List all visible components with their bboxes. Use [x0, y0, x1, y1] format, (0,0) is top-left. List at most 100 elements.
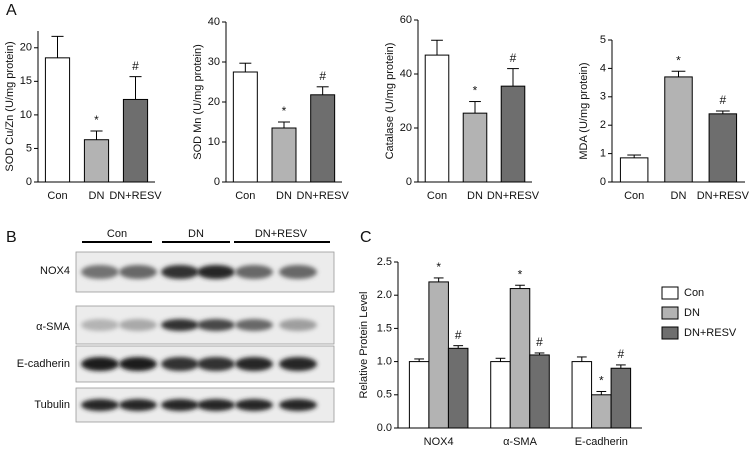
bar — [664, 76, 693, 183]
bar — [529, 354, 550, 429]
legend-swatch — [661, 286, 679, 300]
blot-band — [161, 265, 199, 279]
x-tick-label: DN — [467, 190, 483, 202]
x-tick-label: DN+RESV — [297, 190, 350, 202]
bar — [83, 139, 110, 183]
y-axis-label: Catalase (U/mg protein) — [384, 43, 396, 160]
y-tick-label: 40 — [400, 68, 412, 80]
blot-band — [161, 319, 199, 331]
bar — [708, 113, 738, 183]
blot-band — [119, 357, 157, 371]
bar — [408, 361, 430, 429]
significance-mark: * — [518, 267, 523, 281]
x-tick-label: α-SMA — [503, 436, 538, 448]
y-tick-label: 3 — [600, 91, 606, 103]
error-bar — [515, 284, 525, 289]
bar — [591, 394, 612, 429]
y-tick-label: 4 — [600, 62, 606, 74]
legend-label: Con — [684, 287, 704, 299]
y-axis-label: SOD Cu/Zn (U/mg protein) — [4, 41, 16, 171]
bar — [509, 288, 531, 429]
x-tick-label: Con — [235, 190, 255, 202]
bar — [500, 85, 526, 183]
y-tick-label: 20 — [208, 96, 220, 108]
y-tick-label: 20 — [20, 42, 32, 54]
blot-band — [119, 319, 157, 331]
blot-band — [197, 265, 235, 279]
y-tick-label: 10 — [20, 109, 32, 121]
y-tick-label: 5 — [26, 142, 32, 154]
blot-row-label: Tubulin — [34, 399, 70, 411]
error-bar — [431, 39, 443, 56]
significance-mark: # — [510, 51, 517, 65]
blot-group: Con — [107, 228, 127, 240]
x-tick-label: DN+RESV — [697, 190, 750, 202]
y-tick-label: 5 — [600, 34, 606, 46]
blot-band — [197, 357, 235, 371]
y-tick-label: 0.0 — [377, 422, 392, 434]
significance-mark: * — [436, 260, 441, 274]
x-tick-label: Con — [427, 190, 447, 202]
x-tick-label: DN — [276, 190, 292, 202]
blot-band — [235, 399, 273, 411]
blot-band — [279, 319, 317, 331]
bar — [44, 57, 71, 183]
error-bar — [414, 358, 425, 362]
y-tick-label: 0 — [26, 176, 32, 188]
y-axis-label: SOD Mn (U/mg protein) — [192, 44, 204, 160]
panel-label: B — [6, 229, 17, 246]
significance-mark: # — [618, 347, 625, 361]
error-bar — [576, 356, 587, 362]
legend-swatch — [661, 306, 679, 320]
y-tick-label: 2 — [600, 119, 606, 131]
error-bar — [278, 121, 290, 128]
blot-band — [119, 265, 157, 279]
blot-band — [119, 399, 157, 411]
error-bar — [507, 68, 519, 87]
blot-band — [81, 319, 119, 331]
legend-label: DN+RESV — [684, 327, 737, 339]
panel-label: A — [6, 2, 17, 19]
significance-mark: * — [473, 84, 478, 98]
significance-mark: # — [132, 59, 139, 73]
blot-row-label: NOX4 — [40, 265, 70, 277]
significance-mark: # — [319, 69, 326, 83]
y-tick-label: 0 — [600, 176, 606, 188]
blot-group: DN — [188, 228, 204, 240]
y-tick-label: 40 — [208, 16, 220, 28]
significance-mark: # — [536, 335, 543, 349]
blot-band — [81, 357, 119, 371]
error-bar — [129, 76, 142, 100]
blot-band — [161, 399, 199, 411]
error-bar — [495, 357, 506, 362]
bar — [310, 94, 336, 183]
blot-band — [235, 319, 273, 331]
blot-band — [197, 399, 235, 411]
y-tick-label: 15 — [20, 75, 32, 87]
y-tick-label: 1.0 — [377, 356, 392, 368]
error-bar — [433, 277, 444, 282]
blot-band — [235, 357, 273, 371]
error-bar — [469, 101, 481, 114]
y-axis-label: Relative Protein Level — [358, 291, 370, 398]
x-tick-label: E-cadherin — [575, 436, 628, 448]
error-bar — [316, 86, 329, 95]
error-bar — [671, 70, 686, 77]
y-tick-label: 0 — [406, 176, 412, 188]
y-tick-label: 0.5 — [377, 389, 392, 401]
error-bar — [453, 345, 464, 349]
bar — [424, 54, 450, 183]
bar — [447, 347, 469, 429]
error-bar — [239, 62, 252, 72]
panel-label: C — [360, 229, 372, 246]
y-tick-label: 60 — [400, 14, 412, 26]
bar — [122, 98, 149, 183]
blot-group: DN+RESV — [255, 228, 308, 240]
x-tick-label: DN+RESV — [487, 190, 540, 202]
error-bar — [534, 352, 545, 355]
error-bar — [627, 154, 642, 158]
error-bar — [90, 130, 103, 140]
x-tick-label: Con — [624, 190, 644, 202]
blot-band — [279, 265, 317, 279]
